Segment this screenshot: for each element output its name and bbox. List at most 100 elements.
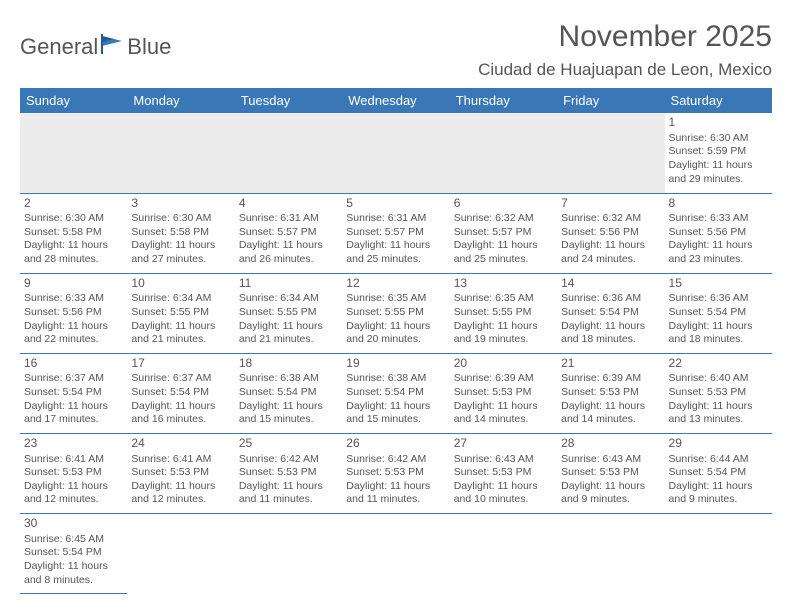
daylight-line-1: Daylight: 11 hours [454, 400, 553, 414]
daylight-line-1: Daylight: 11 hours [24, 560, 123, 574]
calendar-cell: 28Sunrise: 6:43 AMSunset: 5:53 PMDayligh… [557, 433, 664, 513]
sunset-line: Sunset: 5:56 PM [561, 226, 660, 240]
daylight-line-1: Daylight: 11 hours [239, 480, 338, 494]
day-number: 15 [669, 276, 768, 292]
calendar-row: 2Sunrise: 6:30 AM Sunset: 5:58 PM Daylight… [20, 193, 772, 273]
calendar-cell-empty [450, 113, 557, 193]
calendar-cell-empty [557, 113, 664, 193]
sunset-line: Sunset: 5:53 PM [239, 466, 338, 480]
sunrise-line: Sunrise: 6:34 AM [239, 292, 338, 306]
daylight-line-1: Daylight: 11 hours [131, 400, 230, 414]
day-number: 3 [131, 196, 230, 212]
calendar-cell: 6Sunrise: 6:32 AMSunset: 5:57 PMDaylight… [450, 193, 557, 273]
daylight-line-2: and 19 minutes. [454, 333, 553, 347]
daylight-line-1: Daylight: 11 hours [669, 320, 768, 334]
calendar-row: 16Sunrise: 6:37 AMSunset: 5:54 PMDayligh… [20, 353, 772, 433]
daylight-line-1: Daylight: 11 hours [24, 239, 123, 253]
day-header: Monday [127, 88, 234, 113]
sunset-line: Sunset: 5:55 PM [131, 306, 230, 320]
calendar-table: SundayMondayTuesdayWednesdayThursdayFrid… [20, 88, 772, 594]
daylight-line-1: Daylight: 11 hours [131, 320, 230, 334]
day-number: 23 [24, 436, 123, 452]
daylight-line-2: and 14 minutes. [454, 413, 553, 427]
daylight-line-2: and 8 minutes. [24, 574, 123, 588]
sunrise-line: Sunrise: 6:43 AM [561, 453, 660, 467]
daylight-line-1: Daylight: 11 hours [454, 320, 553, 334]
sunrise-line: Sunrise: 6:36 AM [561, 292, 660, 306]
sunrise-line: Sunrise: 6:35 AM [454, 292, 553, 306]
daylight-line-1: Daylight: 11 hours [561, 400, 660, 414]
daylight-line-2: and 21 minutes. [131, 333, 230, 347]
sunset-line: Sunset: 5:54 PM [561, 306, 660, 320]
day-number: 28 [561, 436, 660, 452]
daylight-line-1: Daylight: 11 hours [454, 480, 553, 494]
day-number: 30 [24, 516, 123, 532]
sunset-line: Sunset: 5:53 PM [346, 466, 445, 480]
sunset-line: Sunset: 5:53 PM [24, 466, 123, 480]
daylight-line-2: and 17 minutes. [24, 413, 123, 427]
daylight-line-2: and 12 minutes. [131, 493, 230, 507]
sunrise-line: Sunrise: 6:36 AM [669, 292, 768, 306]
daylight-line-2: and 15 minutes. [239, 413, 338, 427]
calendar-cell: 20Sunrise: 6:39 AMSunset: 5:53 PMDayligh… [450, 353, 557, 433]
sunset-line: Sunset: 5:58 PM [131, 226, 230, 240]
calendar-cell: 8Sunrise: 6:33 AMSunset: 5:56 PMDaylight… [665, 193, 772, 273]
calendar-cell-empty [342, 514, 449, 594]
sunset-line: Sunset: 5:56 PM [24, 306, 123, 320]
day-header: Friday [557, 88, 664, 113]
calendar-cell-empty [342, 113, 449, 193]
daylight-line-1: Daylight: 11 hours [669, 159, 768, 173]
calendar-cell: 29Sunrise: 6:44 AMSunset: 5:54 PMDayligh… [665, 433, 772, 513]
day-header: Tuesday [235, 88, 342, 113]
sunrise-line: Sunrise: 6:32 AM [454, 212, 553, 226]
sunset-line: Sunset: 5:53 PM [454, 466, 553, 480]
calendar-cell: 12Sunrise: 6:35 AMSunset: 5:55 PMDayligh… [342, 273, 449, 353]
sunrise-line: Sunrise: 6:38 AM [239, 372, 338, 386]
sunset-line: Sunset: 5:54 PM [131, 386, 230, 400]
daylight-line-1: Daylight: 11 hours [131, 480, 230, 494]
day-number: 5 [346, 196, 445, 212]
daylight-line-2: and 10 minutes. [454, 493, 553, 507]
day-number: 9 [24, 276, 123, 292]
page-header: General Blue November 2025 Ciudad de Hua… [20, 20, 772, 80]
calendar-cell: 1Sunrise: 6:30 AMSunset: 5:59 PMDaylight… [665, 113, 772, 193]
day-number: 27 [454, 436, 553, 452]
daylight-line-2: and 26 minutes. [239, 253, 338, 267]
daylight-line-2: and 18 minutes. [669, 333, 768, 347]
daylight-line-2: and 24 minutes. [561, 253, 660, 267]
daylight-line-1: Daylight: 11 hours [239, 320, 338, 334]
calendar-cell: 3Sunrise: 6:30 AMSunset: 5:58 PMDaylight… [127, 193, 234, 273]
daylight-line-2: and 12 minutes. [24, 493, 123, 507]
calendar-cell: 19Sunrise: 6:38 AMSunset: 5:54 PMDayligh… [342, 353, 449, 433]
calendar-cell: 9Sunrise: 6:33 AMSunset: 5:56 PMDaylight… [20, 273, 127, 353]
day-number: 25 [239, 436, 338, 452]
sunrise-line: Sunrise: 6:30 AM [24, 212, 123, 226]
daylight-line-2: and 21 minutes. [239, 333, 338, 347]
day-number: 7 [561, 196, 660, 212]
sunset-line: Sunset: 5:55 PM [346, 306, 445, 320]
sunrise-line: Sunrise: 6:41 AM [131, 453, 230, 467]
day-number: 8 [669, 196, 768, 212]
daylight-line-2: and 11 minutes. [239, 493, 338, 507]
title-location: Ciudad de Huajuapan de Leon, Mexico [478, 60, 772, 80]
sunset-line: Sunset: 5:56 PM [669, 226, 768, 240]
day-number: 24 [131, 436, 230, 452]
day-number: 19 [346, 356, 445, 372]
sunset-line: Sunset: 5:53 PM [561, 386, 660, 400]
calendar-cell-empty [235, 514, 342, 594]
calendar-cell: 13Sunrise: 6:35 AMSunset: 5:55 PMDayligh… [450, 273, 557, 353]
daylight-line-2: and 13 minutes. [669, 413, 768, 427]
day-number: 16 [24, 356, 123, 372]
daylight-line-2: and 27 minutes. [131, 253, 230, 267]
sunrise-line: Sunrise: 6:42 AM [239, 453, 338, 467]
calendar-cell-empty [235, 113, 342, 193]
day-number: 1 [669, 115, 768, 131]
sunrise-line: Sunrise: 6:35 AM [346, 292, 445, 306]
daylight-line-2: and 29 minutes. [669, 173, 768, 187]
day-number: 17 [131, 356, 230, 372]
day-number: 2 [24, 196, 123, 212]
logo-text-1: General [20, 34, 98, 60]
day-number: 18 [239, 356, 338, 372]
daylight-line-2: and 23 minutes. [669, 253, 768, 267]
sunrise-line: Sunrise: 6:32 AM [561, 212, 660, 226]
